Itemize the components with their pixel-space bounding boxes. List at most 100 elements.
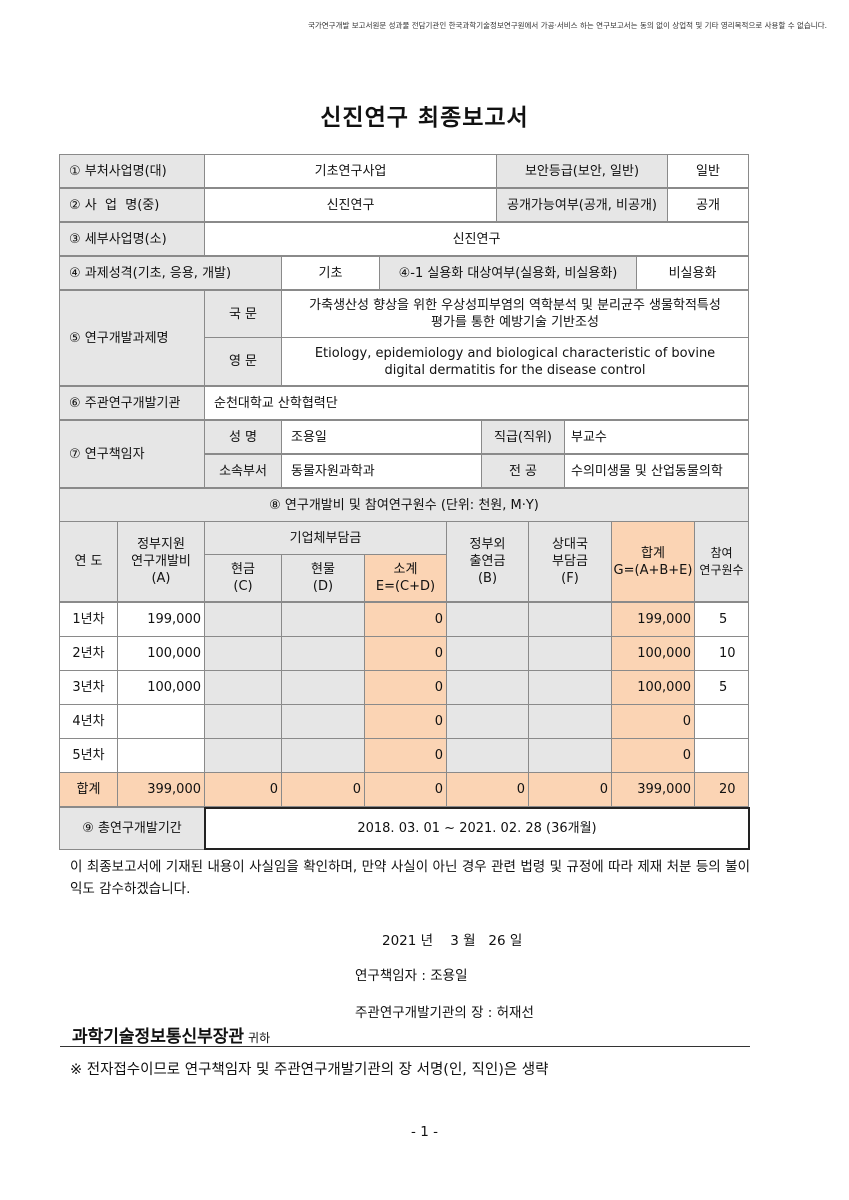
- finance-cell-total: 399,000: [611, 772, 695, 807]
- label-name: 성 명: [204, 420, 282, 454]
- finance-cell-people: 20: [694, 772, 749, 807]
- label-rank: 직급(직위): [481, 420, 565, 454]
- value-period: 2018. 03. 01 ~ 2021. 02. 28 (36개월): [204, 807, 750, 850]
- finance-cell-total: 199,000: [611, 602, 695, 637]
- finance-cell-cash: [204, 636, 282, 671]
- header-partner: 상대국 부담금 (F): [528, 521, 612, 602]
- finance-cell-year: 합계: [59, 772, 118, 807]
- label-institution: ⑥ 주관연구개발기관: [59, 386, 205, 420]
- finance-cell-total: 100,000: [611, 636, 695, 671]
- finance-cell-gov: 100,000: [117, 670, 205, 705]
- finance-cell-gov: 199,000: [117, 602, 205, 637]
- finance-cell-nongov: 0: [446, 772, 529, 807]
- finance-cell-nongov: [446, 602, 529, 637]
- finance-cell-partner: [528, 602, 612, 637]
- value-institution: 순천대학교 산학협력단: [204, 386, 749, 420]
- label-program: ② 사 업 명(중): [59, 188, 205, 222]
- label-period: ⑨ 총연구개발기간: [59, 807, 205, 850]
- finance-cell-cash: [204, 704, 282, 739]
- value-disclosure: 공개: [667, 188, 749, 222]
- finance-cell-total: 0: [611, 704, 695, 739]
- finance-cell-nongov: [446, 738, 529, 773]
- label-task-type: ④ 과제성격(기초, 응용, 개발): [59, 256, 282, 290]
- label-pi: ⑦ 연구책임자: [59, 420, 205, 488]
- value-commercialization: 비실용화: [636, 256, 749, 290]
- finance-cell-nongov: [446, 636, 529, 671]
- finance-cell-cash: [204, 670, 282, 705]
- value-task-type: 기초: [281, 256, 380, 290]
- value-major: 수의미생물 및 산업동물의학: [564, 454, 749, 488]
- value-program: 신진연구: [204, 188, 497, 222]
- finance-cell-kind: [281, 738, 365, 773]
- label-task-title: ⑤ 연구개발과제명: [59, 290, 205, 386]
- header-subtotal: 소계 E=(C+D): [364, 554, 447, 602]
- header-total: 합계 G=(A+B+E): [611, 521, 695, 602]
- value-name: 조용일: [281, 420, 482, 454]
- finance-cell-kind: [281, 704, 365, 739]
- value-english-title: Etiology, epidemiology and biological ch…: [281, 337, 749, 386]
- finance-cell-people: [694, 738, 749, 773]
- finance-cell-kind: [281, 636, 365, 671]
- label-sub-program: ③ 세부사업명(소): [59, 222, 205, 256]
- value-ministry-program: 기초연구사업: [204, 154, 497, 188]
- finance-cell-partner: [528, 670, 612, 705]
- finance-cell-sub: 0: [364, 772, 447, 807]
- finance-cell-kind: 0: [281, 772, 365, 807]
- finance-cell-people: 5: [694, 602, 749, 637]
- finance-cell-partner: [528, 636, 612, 671]
- finance-cell-cash: 0: [204, 772, 282, 807]
- recipient: 과학기술정보통신부장관 귀하: [72, 1022, 270, 1047]
- finance-cell-cash: [204, 738, 282, 773]
- value-dept: 동물자원과학과: [281, 454, 482, 488]
- head-signature: 주관연구개발기관의 장 : 허재선: [355, 1005, 534, 1021]
- finance-cell-sub: 0: [364, 704, 447, 739]
- finance-cell-people: 10: [694, 636, 749, 671]
- value-rank: 부교수: [564, 420, 749, 454]
- page-title: 신진연구 최종보고서: [320, 105, 529, 131]
- finance-cell-sub: 0: [364, 636, 447, 671]
- finance-cell-gov: 399,000: [117, 772, 205, 807]
- label-major: 전 공: [481, 454, 565, 488]
- label-english: 영 문: [204, 337, 282, 386]
- finance-cell-year: 1년차: [59, 602, 118, 637]
- finance-cell-partner: [528, 738, 612, 773]
- label-ministry-program: ① 부처사업명(대): [59, 154, 205, 188]
- finance-cell-total: 0: [611, 738, 695, 773]
- finance-cell-partner: 0: [528, 772, 612, 807]
- finance-cell-nongov: [446, 670, 529, 705]
- finance-title: ⑧ 연구개발비 및 참여연구원수 (단위: 천원, M·Y): [59, 488, 749, 522]
- researcher-signature: 연구책임자 : 조용일: [355, 968, 468, 984]
- finance-cell-gov: [117, 738, 205, 773]
- report-date: 2021 년 3 월 26 일: [382, 933, 523, 949]
- header-people: 참여 연구원수: [694, 521, 749, 602]
- page-number: - 1 -: [411, 1124, 438, 1140]
- divider: [60, 1046, 750, 1047]
- footnote: ※ 전자접수이므로 연구책임자 및 주관연구개발기관의 장 서명(인, 직인)은…: [70, 1062, 549, 1078]
- value-sub-program: 신진연구: [204, 222, 749, 256]
- header-gov: 정부지원 연구개발비 (A): [117, 521, 205, 602]
- label-korean: 국 문: [204, 290, 282, 338]
- finance-cell-sub: 0: [364, 738, 447, 773]
- finance-cell-kind: [281, 670, 365, 705]
- finance-cell-sub: 0: [364, 602, 447, 637]
- finance-cell-gov: [117, 704, 205, 739]
- finance-cell-year: 4년차: [59, 704, 118, 739]
- copyright-notice: 국가연구개발 보고서원문 성과물 전담기관인 한국과학기술정보연구원에서 가공·…: [307, 21, 827, 30]
- header-nongov: 정부외 출연금 (B): [446, 521, 529, 602]
- statement: 이 최종보고서에 기재된 내용이 사실임을 확인하며, 만약 사실이 아닌 경우…: [70, 859, 750, 897]
- finance-cell-sub: 0: [364, 670, 447, 705]
- finance-cell-kind: [281, 602, 365, 637]
- header-corp: 기업체부담금: [204, 521, 447, 555]
- finance-cell-year: 2년차: [59, 636, 118, 671]
- finance-cell-partner: [528, 704, 612, 739]
- header-year: 연 도: [59, 521, 118, 602]
- finance-cell-gov: 100,000: [117, 636, 205, 671]
- ministry-name: 과학기술정보통신부장관: [72, 1027, 245, 1047]
- header-cash: 현금 (C): [204, 554, 282, 602]
- label-security: 보안등급(보안, 일반): [496, 154, 668, 188]
- label-commercialization: ④-1 실용화 대상여부(실용화, 비실용화): [379, 256, 637, 290]
- header-kind: 현물 (D): [281, 554, 365, 602]
- finance-cell-people: [694, 704, 749, 739]
- finance-cell-year: 3년차: [59, 670, 118, 705]
